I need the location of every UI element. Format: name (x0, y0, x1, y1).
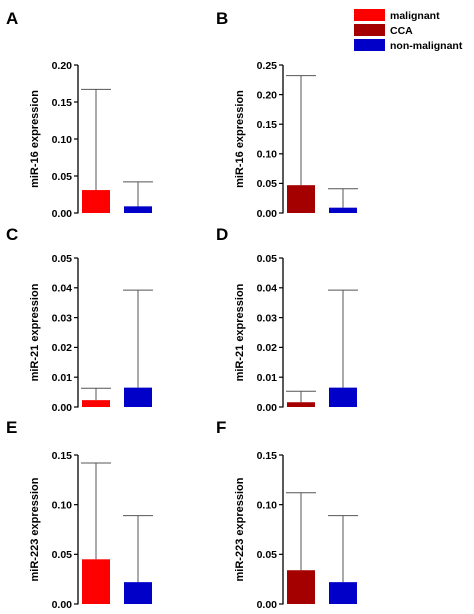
y-tick-label: 0.10 (257, 149, 278, 161)
y-tick-label: 0.15 (52, 450, 73, 462)
bar-malignant (82, 559, 110, 604)
y-tick-label: 0.05 (52, 549, 73, 561)
y-tick-label: 0.01 (52, 372, 73, 384)
y-tick-label: 0.05 (257, 178, 278, 190)
bar-malignant (82, 190, 110, 213)
panel-letter: E (6, 418, 17, 437)
y-tick-label: 0.04 (52, 283, 73, 295)
bar-non-malignant (329, 582, 357, 604)
y-axis-label: miR-223 expression (29, 477, 41, 581)
bar-non-malignant (124, 387, 152, 407)
legend-swatch-cca (354, 24, 385, 36)
y-axis-label: miR-21 expression (234, 283, 246, 381)
panel-letter: F (216, 418, 226, 437)
y-tick-label: 0.05 (257, 549, 278, 561)
y-tick-label: 0.04 (257, 283, 278, 295)
y-axis-label: miR-21 expression (29, 283, 41, 381)
legend-label: CCA (390, 25, 413, 37)
y-axis-label: miR-223 expression (234, 477, 246, 581)
legend-swatch-non-malignant (354, 39, 385, 51)
y-tick-label: 0.05 (257, 253, 278, 265)
bar-cca (287, 402, 315, 407)
bar-non-malignant (329, 387, 357, 407)
y-tick-label: 0.00 (257, 402, 278, 414)
y-tick-label: 0.15 (257, 450, 278, 462)
y-tick-label: 0.25 (257, 60, 278, 72)
bar-cca (287, 570, 315, 604)
y-tick-label: 0.00 (52, 402, 73, 414)
panel-letter: B (216, 9, 228, 28)
y-tick-label: 0.10 (52, 134, 73, 146)
y-tick-label: 0.00 (257, 599, 278, 611)
y-axis-label: miR-16 expression (234, 90, 246, 188)
y-tick-label: 0.03 (52, 312, 73, 324)
y-tick-label: 0.02 (52, 342, 73, 354)
y-tick-label: 0.15 (257, 119, 278, 131)
y-tick-label: 0.05 (52, 253, 73, 265)
y-tick-label: 0.02 (257, 342, 278, 354)
bar-non-malignant (124, 206, 152, 213)
y-tick-label: 0.00 (52, 208, 73, 220)
y-tick-label: 0.03 (257, 312, 278, 324)
bar-non-malignant (329, 207, 357, 213)
y-tick-label: 0.20 (257, 89, 278, 101)
y-tick-label: 0.10 (257, 499, 278, 511)
y-tick-label: 0.00 (52, 599, 73, 611)
y-tick-label: 0.20 (52, 60, 73, 72)
y-axis-label: miR-16 expression (29, 90, 41, 188)
y-tick-label: 0.15 (52, 97, 73, 109)
y-tick-label: 0.05 (52, 171, 73, 183)
bar-cca (287, 185, 315, 213)
panel-letter: A (6, 9, 18, 28)
y-tick-label: 0.10 (52, 499, 73, 511)
y-tick-label: 0.01 (257, 372, 278, 384)
legend: malignant CCA non-malignant (354, 9, 463, 52)
legend-label: malignant (390, 10, 440, 22)
bar-malignant (82, 400, 110, 407)
legend-label: non-malignant (390, 40, 463, 52)
legend-swatch-malignant (354, 9, 385, 21)
y-tick-label: 0.00 (257, 208, 278, 220)
panel-letter: D (216, 225, 228, 244)
panel-letter: C (6, 225, 18, 244)
bar-non-malignant (124, 582, 152, 604)
